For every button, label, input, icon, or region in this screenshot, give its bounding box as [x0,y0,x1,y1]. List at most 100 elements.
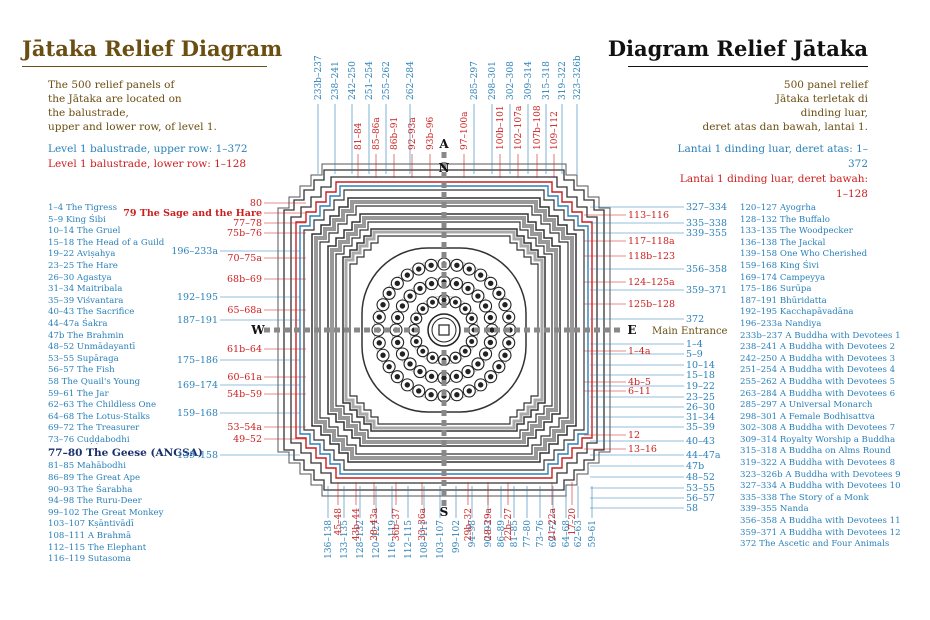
top-panel-label-lower: 81–84 [354,122,364,150]
stupa-icon [487,373,494,380]
story-list-item: 255–262 A Buddha with Devotees 5 [740,376,896,387]
story-list-item: 133–135 The Woodpecker [740,226,853,237]
bottom-panel-label-upper: 133–135 [340,520,350,559]
right-panel-label-upper: 339–355 [686,228,727,239]
story-list-item: 359–371 A Buddha with Devotees 12 [740,527,901,538]
bottom-panel-label-lower: 17–20 [568,508,578,536]
story-list-item: 69–72 The Treasurer [48,423,140,434]
compass-west: W [250,323,265,337]
right-panel-label-lower: 124–125a [628,277,675,288]
stupa-icon [404,382,411,388]
stupa-icon [453,373,460,380]
stupa-icon [380,302,386,308]
stupa-icon [399,303,406,309]
bottom-panel-label-lower: 45–48 [334,508,344,536]
right-panel-label-upper: 47b [686,461,704,472]
left-panel-label-upper: 169–174 [177,380,218,391]
left-panel-label-lower: 75b–76 [227,228,262,239]
story-list-item: 64–68 The Lotus-Stalks [48,411,150,422]
top-panel-label-lower: 85–86a [372,117,382,150]
compass-south: S [440,505,449,519]
bottom-panel-label-upper: 77–80 [523,520,533,548]
stupa-icon [477,382,484,388]
stupa-icon [416,266,422,272]
story-list-item: 356–358 A Buddha with Devotees 11 [740,516,901,527]
right-panel-label-upper: 356–358 [686,264,727,275]
description-line: dinding luar, [800,107,868,119]
bottom-panel-label-lower: 29b–32 [464,508,474,541]
right-panel-label-lower: 12 [628,430,640,441]
story-list-item: 58 The Quail's Young [48,376,141,387]
right-panel-label-upper: 26–30 [686,402,715,413]
top-panel-label-upper: 255–262 [382,61,392,100]
right-panel-label-lower: 117–118a [628,236,675,247]
right-panel-label-lower: 4b–5 [628,377,651,388]
bottom-panel-label-upper: 108–111 [420,520,430,559]
right-panel-label-upper: 19–22 [686,381,715,392]
top-panel-label-upper: 238–241 [331,61,341,100]
title-english-underline [22,66,267,67]
story-list-item: 15–18 The Head of a Guild [48,237,165,248]
description-line: upper and lower row, of level 1. [48,121,217,133]
stupa-icon [502,302,508,308]
bottom-panel-label-upper: 120–127 [372,520,382,559]
top-panel-label-lower: 107b–108 [533,105,543,150]
right-panel-label-lower: 6–11 [628,386,651,397]
top-panel-label-lower: 86b–91 [390,117,400,150]
terrace-band [344,230,544,430]
description-line: deret atas dan bawah, lantai 1. [702,121,868,133]
title-english: Jātaka Relief Diagram [22,36,283,61]
story-list-item: 73–76 Cuḍḍabodhi [48,434,130,445]
story-list-item: 94–98 The Ruru-Deer [48,496,142,507]
stupa-icon [430,355,435,361]
stupa-icon [453,280,460,287]
top-panel-label-upper: 285–297 [470,61,480,100]
terrace-outline [342,228,546,432]
main-stupa-icon [431,317,457,343]
stupa-icon [420,348,426,354]
stupa-icon [487,339,494,346]
right-panel-label-upper: 15–18 [686,370,715,381]
stupa-icon [394,373,401,380]
bottom-panel-label-lower: 28–29a [484,507,494,540]
story-list-item: 103–107 Kṣāntivādī [48,519,134,530]
bottom-panel-label-lower: 36b–37 [392,508,402,541]
terrace-outline [290,176,598,484]
story-list-item: 372 The Ascetic and Four Animals [740,539,890,550]
top-panel-label-upper: 262–284 [406,61,416,100]
description-line: Jātaka terletak di [775,93,868,105]
left-panel-label-lower: 70–75a [227,253,262,264]
top-panel-label-upper: 242–250 [348,61,358,100]
story-list-item: 251–254 A Buddha with Devotees 4 [740,365,896,376]
story-list-item: 5–9 King Śibi [48,214,106,225]
description-line: The 500 relief panels of [48,79,175,91]
right-panel-label-upper: 372 [686,314,704,325]
main-entrance-label: Main Entrance [652,326,728,337]
story-list-item: 99–102 The Great Monkey [48,507,164,518]
top-panel-label-upper: 251–254 [365,61,375,100]
left-panel-label-upper: 139–158 [177,450,218,461]
stupa-icon [394,280,401,287]
stupa-icon [376,314,382,320]
story-list-item: 86–89 The Great Ape [48,473,141,484]
story-list-item: 196–233a Nandiya [740,318,822,329]
story-list-item-highlight: 77–80 The Geese (ANGSA) [48,447,203,460]
left-panel-label-upper: 175–186 [177,355,218,366]
stupa-icon [453,299,458,305]
stupa-icon [417,368,423,375]
stupa-icon [506,314,512,320]
compass-east: E [627,323,636,337]
terrace-band [330,216,558,444]
story-list-item: 31–34 Maitribala [48,284,123,295]
level-lower-row-en: Level 1 balustrade, lower row: 1–128 [48,158,247,170]
stupa-icon [380,352,386,358]
stupa-icon [417,285,423,292]
description-english: The 500 relief panels of the Jātaka are … [48,78,248,172]
title-indonesian: Diagram Relief Jātaka [607,36,868,61]
bottom-panel-label-upper: 64–68 [562,520,572,548]
bottom-panel-label-lower: 33–36a [418,507,428,540]
story-list-item: 136–138 The Jackal [740,237,826,248]
stupa-icon [399,351,406,357]
story-list-item: 120–127 Ayogrha [740,203,816,213]
